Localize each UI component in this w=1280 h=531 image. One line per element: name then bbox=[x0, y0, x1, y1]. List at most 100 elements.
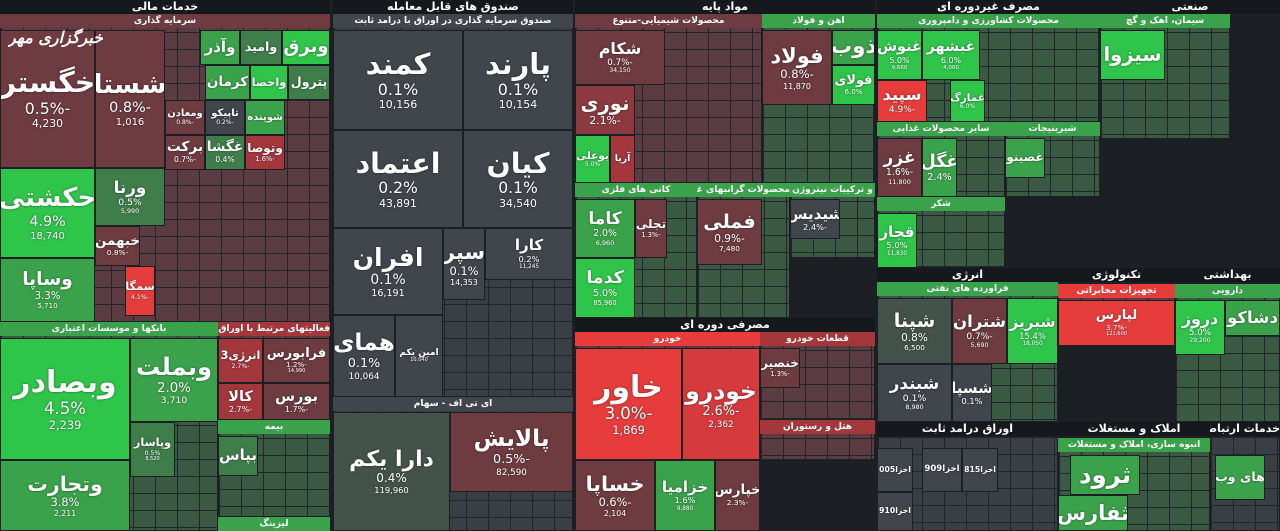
group-header: صنعتی bbox=[1100, 0, 1280, 14]
stock-name: ثرود bbox=[1078, 459, 1132, 489]
stock-change: 0.1% bbox=[449, 263, 479, 278]
subgroup-header: اهن و فولاد bbox=[762, 14, 875, 28]
stock-change: -2.7% bbox=[231, 363, 250, 371]
stock-name: واحصا bbox=[251, 74, 287, 89]
stock-tile: بوعلی 5.0% bbox=[575, 135, 610, 183]
stock-change: -0.6% bbox=[598, 496, 632, 510]
stock-change: 0.1% bbox=[497, 80, 539, 100]
subgroup-header: فعالیتهای مرتبط با اوراق بهادار bbox=[218, 322, 330, 336]
stock-change: -2.7% bbox=[228, 405, 253, 415]
stock-volume: 18,740 bbox=[30, 230, 65, 242]
stock-tile: غگل 2.4% bbox=[922, 138, 957, 197]
stock-name: غمارگ bbox=[950, 91, 985, 104]
stock-name: ذوب bbox=[832, 34, 875, 60]
stock-change: 5.0% bbox=[584, 160, 601, 168]
stock-volume: 2,211 bbox=[53, 509, 77, 519]
stock-name: خاور bbox=[594, 369, 663, 405]
subgroup-header: سیمان، اهک و گچ bbox=[1100, 14, 1230, 28]
stock-tile: دروز 5.0% 29,200 bbox=[1175, 300, 1225, 355]
stock-volume: 3,710 bbox=[160, 395, 188, 407]
stock-name: فرابورس bbox=[266, 346, 327, 362]
stock-change: 5.0% bbox=[889, 55, 910, 65]
stock-volume: 6,500 bbox=[904, 342, 925, 352]
stock-volume: 119,960 bbox=[374, 485, 409, 496]
stock-change: 3.8% bbox=[50, 496, 80, 510]
stock-change: 5.0% bbox=[886, 240, 908, 251]
stock-name: اعتماد bbox=[355, 146, 441, 180]
subgroup-header: صندوق سرمایه گذاری در اوراق با درامد ثاب… bbox=[333, 14, 573, 28]
stock-name: کدما bbox=[586, 267, 624, 288]
stock-tile: شستا -0.8% 1,016 bbox=[95, 30, 165, 168]
stock-tile: اخزا909 bbox=[922, 448, 962, 492]
stock-tile: خنصیر -1.3% bbox=[760, 348, 800, 388]
stock-tile: خودرو -2.6% 2,362 bbox=[682, 348, 760, 460]
stock-name: ومعادن bbox=[167, 108, 203, 120]
stock-change: 0.4% bbox=[215, 155, 235, 165]
stock-change: 0.8% bbox=[901, 331, 928, 344]
stock-change: 6.0% bbox=[959, 102, 976, 110]
stock-volume: 10,154 bbox=[498, 98, 538, 112]
stock-change: -0.8% bbox=[780, 67, 814, 82]
stock-name: فولای bbox=[834, 72, 873, 88]
stock-tile: های وب bbox=[1215, 455, 1265, 500]
subgroup-header: محصولات گرانبهای غیرفلز bbox=[697, 183, 790, 197]
stock-volume: 5,690 bbox=[970, 342, 989, 350]
subgroup-header: خودرو bbox=[575, 332, 760, 346]
stock-tile: تجلی -1.3% bbox=[635, 199, 667, 258]
stock-volume: 11,245 bbox=[519, 264, 540, 271]
stock-name: لپارس bbox=[1095, 308, 1138, 324]
stock-tile: ومعادن -0.8% bbox=[165, 100, 205, 135]
stock-name: وپاسار bbox=[133, 435, 172, 449]
stock-tile: وبصادر 4.5% 2,239 bbox=[0, 338, 130, 460]
stock-name: شبندر bbox=[889, 373, 940, 394]
subgroup-header: لیزینگ bbox=[218, 517, 330, 531]
stock-tile: واحصا bbox=[250, 65, 288, 100]
stock-tile: خبهمن -0.8% bbox=[95, 226, 140, 266]
stock-tile: شسپا 0.1% bbox=[952, 364, 992, 422]
stock-volume: 11,830 bbox=[887, 250, 907, 257]
stock-name: وتوصا bbox=[247, 140, 283, 155]
stock-change: -1.6% bbox=[885, 167, 914, 179]
stock-name: تجلی bbox=[635, 216, 667, 231]
stock-change: -2.6% bbox=[702, 403, 740, 419]
stock-name: همای bbox=[333, 329, 395, 357]
group-header: مصرف غیردوره ای bbox=[877, 0, 1100, 14]
stock-name: شپنا bbox=[893, 308, 936, 332]
stock-name: سپر bbox=[443, 239, 485, 264]
stock-change: -0.9% bbox=[714, 232, 745, 245]
stock-tile: شوینده bbox=[245, 100, 285, 135]
stock-tile: لپارس -3.7% 121,600 bbox=[1058, 300, 1175, 346]
stock-name: خساپا bbox=[585, 471, 645, 496]
subgroup bbox=[218, 420, 330, 517]
subgroup-header: سایر محصولات غذایی bbox=[877, 122, 1005, 136]
subgroup-header: سرمایه گذاری bbox=[0, 14, 330, 28]
stock-name: شستا bbox=[95, 69, 165, 100]
stock-change: 0.2% bbox=[378, 179, 418, 198]
subgroup-header: فراورده های نفتی bbox=[877, 282, 1058, 296]
stock-change: 0.2% bbox=[518, 253, 540, 264]
stock-change: -0.8% bbox=[106, 248, 129, 258]
stock-tile: غزر -1.6% 11,800 bbox=[877, 138, 922, 197]
stock-tile: قجار 5.0% 11,830 bbox=[877, 213, 917, 268]
stock-name: سیزوا bbox=[1103, 42, 1162, 66]
stock-change: -1.3% bbox=[641, 230, 661, 239]
stock-tile: سپید -4.9% bbox=[877, 80, 927, 122]
stock-change: -4.1% bbox=[131, 293, 149, 301]
stock-name: کرمان bbox=[206, 73, 249, 90]
stock-volume: 8,520 bbox=[145, 455, 160, 462]
subgroup-header: ای تی اف - سهام bbox=[333, 397, 573, 411]
stock-name: شکام bbox=[598, 38, 642, 58]
stock-tile: وپاسار 0.5% 8,520 bbox=[130, 422, 175, 477]
stock-tile: فولاد -0.8% 11,870 bbox=[762, 30, 832, 105]
stock-change: 0.4% bbox=[376, 471, 407, 486]
stock-tile: غصینو bbox=[1005, 138, 1045, 178]
stock-tile: کاما 2.0% 6,960 bbox=[575, 199, 635, 258]
stock-name: شوینده bbox=[247, 111, 283, 123]
subgroup-header: بانکها و موسسات اعتباری bbox=[0, 322, 218, 336]
stock-name: برکت bbox=[166, 139, 204, 156]
stock-tile: تاپیکو -0.2% bbox=[205, 100, 245, 135]
subgroup-header: و ترکیبات نیتروژن bbox=[790, 183, 875, 197]
stock-volume: 5,990 bbox=[120, 207, 140, 216]
stock-change: 15.4% bbox=[1019, 330, 1046, 341]
stock-change: 0.1% bbox=[370, 271, 406, 288]
